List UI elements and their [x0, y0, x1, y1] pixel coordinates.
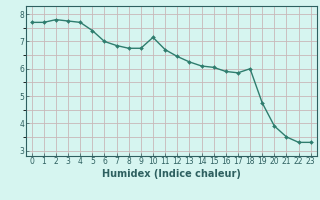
X-axis label: Humidex (Indice chaleur): Humidex (Indice chaleur) [102, 169, 241, 179]
